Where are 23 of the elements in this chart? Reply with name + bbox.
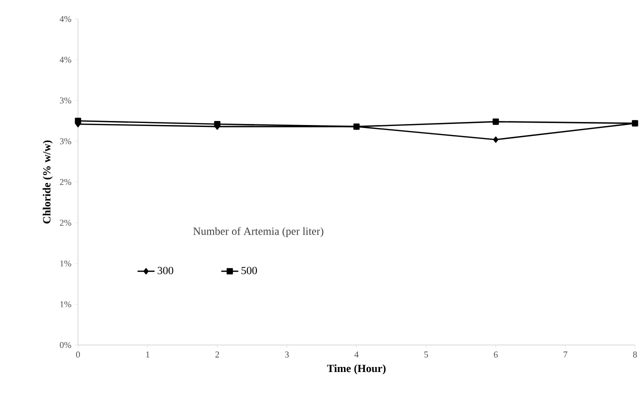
x-tick-label: 1: [146, 352, 150, 358]
legend-label: 500: [242, 266, 257, 274]
y-tick-label: 1%: [60, 301, 72, 308]
y-axis-title: Chloride (% w/w): [42, 140, 53, 224]
y-tick-label: 4%: [60, 56, 72, 63]
x-tick-label: 4: [354, 352, 359, 358]
y-tick-label: 4%: [60, 16, 72, 22]
y-tick-label: 2%: [60, 178, 72, 186]
x-tick-label: 3: [285, 352, 289, 358]
y-tick-label: 2%: [60, 220, 72, 226]
x-tick-label: 6: [494, 352, 498, 358]
x-tick-label: 0: [76, 352, 80, 358]
x-tick-label: 7: [564, 352, 568, 358]
y-tick-label: 3%: [60, 97, 72, 104]
x-tick-label: 2: [215, 352, 219, 358]
y-tick-label: 0%: [60, 342, 72, 348]
legend-label: 300: [158, 266, 174, 274]
y-tick-label: 1%: [60, 260, 72, 267]
y-tick-label: 3%: [60, 138, 72, 144]
legend-title: Number of Artemia (per liter): [193, 227, 324, 238]
x-tick-label: 5: [424, 352, 428, 358]
x-axis-title: Time (Hour): [327, 364, 386, 374]
x-tick-label: 8: [633, 352, 637, 358]
